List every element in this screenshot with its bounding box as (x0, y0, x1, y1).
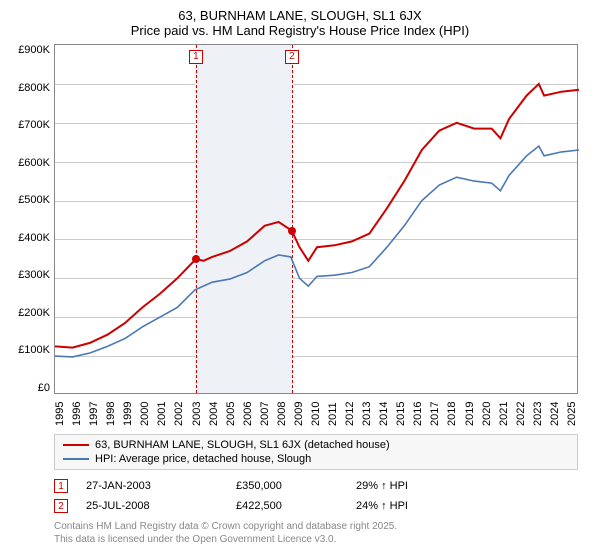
x-tick: 2010 (310, 396, 322, 426)
legend-label: HPI: Average price, detached house, Slou… (95, 453, 311, 465)
row-price: £422,500 (236, 500, 356, 512)
y-tick: £700K (12, 119, 54, 131)
y-tick: £600K (12, 157, 54, 169)
x-tick: 2015 (395, 396, 407, 426)
y-tick: £400K (12, 232, 54, 244)
x-tick: 1999 (122, 396, 134, 426)
footer-line: This data is licensed under the Open Gov… (54, 533, 588, 546)
legend-swatch (63, 444, 89, 446)
y-tick: £100K (12, 344, 54, 356)
x-tick: 2024 (549, 396, 561, 426)
x-tick: 2000 (139, 396, 151, 426)
x-tick: 1995 (54, 396, 66, 426)
x-tick: 2006 (242, 396, 254, 426)
legend-label: 63, BURNHAM LANE, SLOUGH, SL1 6JX (detac… (95, 439, 390, 451)
row-marker: 1 (54, 479, 68, 493)
x-tick: 2007 (259, 396, 271, 426)
legend-row: 63, BURNHAM LANE, SLOUGH, SL1 6JX (detac… (63, 438, 569, 452)
legend: 63, BURNHAM LANE, SLOUGH, SL1 6JX (detac… (54, 434, 578, 470)
x-tick: 2013 (361, 396, 373, 426)
row-hpi: 29% ↑ HPI (356, 480, 476, 492)
table-row: 1 27-JAN-2003£350,00029% ↑ HPI (54, 476, 578, 496)
y-tick: £900K (12, 44, 54, 56)
row-price: £350,000 (236, 480, 356, 492)
x-tick: 2009 (293, 396, 305, 426)
x-tick: 1998 (105, 396, 117, 426)
chart-title: 63, BURNHAM LANE, SLOUGH, SL1 6JX (12, 8, 588, 23)
x-axis: 1995 1996 1997 1998 1999 2000 2001 2002 2003 2004… (54, 394, 578, 426)
row-marker: 2 (54, 499, 68, 513)
y-axis: £900K £800K £700K £600K £500K £400K £300K £200K… (12, 44, 54, 394)
x-tick: 2022 (515, 396, 527, 426)
legend-row: HPI: Average price, detached house, Slou… (63, 452, 569, 466)
y-tick: £500K (12, 194, 54, 206)
x-tick: 2008 (276, 396, 288, 426)
x-tick: 2004 (208, 396, 220, 426)
row-date: 27-JAN-2003 (86, 480, 236, 492)
x-tick: 2012 (344, 396, 356, 426)
x-tick: 2016 (412, 396, 424, 426)
chart-container: 63, BURNHAM LANE, SLOUGH, SL1 6JX Price … (0, 0, 600, 560)
y-tick: £200K (12, 307, 54, 319)
x-tick: 2011 (327, 396, 339, 426)
y-tick: £800K (12, 82, 54, 94)
x-tick: 1996 (71, 396, 83, 426)
x-tick: 2021 (498, 396, 510, 426)
x-tick: 2003 (191, 396, 203, 426)
x-tick: 2017 (429, 396, 441, 426)
x-tick: 2005 (225, 396, 237, 426)
table-row: 2 25-JUL-2008£422,50024% ↑ HPI (54, 496, 578, 516)
x-tick: 2018 (446, 396, 458, 426)
x-tick: 2014 (378, 396, 390, 426)
plot-wrap: 12 (54, 44, 578, 394)
x-tick: 2001 (156, 396, 168, 426)
x-tick: 2025 (566, 396, 578, 426)
event-table: 1 27-JAN-2003£350,00029% ↑ HPI 2 25-JUL-200… (54, 476, 578, 516)
footer: Contains HM Land Registry data © Crown c… (54, 520, 588, 546)
x-tick: 2020 (481, 396, 493, 426)
x-tick: 2023 (532, 396, 544, 426)
legend-swatch (63, 458, 89, 460)
x-tick: 1997 (88, 396, 100, 426)
footer-line: Contains HM Land Registry data © Crown c… (54, 520, 588, 533)
x-tick: 2019 (464, 396, 476, 426)
y-tick: £0 (12, 382, 54, 394)
plot-area: 12 (54, 44, 578, 394)
series-svg (55, 45, 579, 395)
row-hpi: 24% ↑ HPI (356, 500, 476, 512)
chart-subtitle: Price paid vs. HM Land Registry's House … (12, 23, 588, 38)
chart-row: £900K £800K £700K £600K £500K £400K £300K £200K… (12, 44, 588, 394)
row-date: 25-JUL-2008 (86, 500, 236, 512)
y-tick: £300K (12, 269, 54, 281)
x-tick: 2002 (173, 396, 185, 426)
